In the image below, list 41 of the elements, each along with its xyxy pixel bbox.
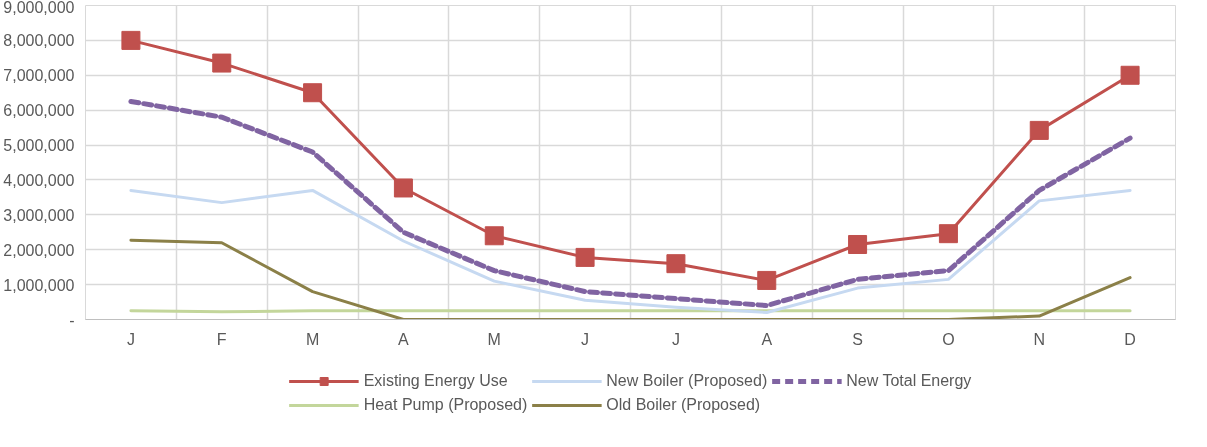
x-tick-label: F <box>216 330 227 348</box>
point <box>393 178 413 198</box>
legend-label: New Total Energy <box>846 371 972 390</box>
y-tick-label: - <box>69 311 75 329</box>
x-tick-label: O <box>942 330 955 348</box>
line-series <box>129 188 1132 315</box>
point <box>1120 65 1140 85</box>
y-tick-label: 8,000,000 <box>3 32 75 50</box>
legend-label: Existing Energy Use <box>363 371 508 390</box>
x-tick-label: M <box>305 330 320 348</box>
point <box>121 30 141 50</box>
point <box>757 270 777 290</box>
point <box>303 83 323 103</box>
legend-label: New Boiler (Proposed) <box>606 371 768 390</box>
legend-label: Old Boiler (Proposed) <box>606 395 761 414</box>
point <box>212 53 232 73</box>
x-tick-label: A <box>398 330 410 348</box>
y-tick-label: 4,000,000 <box>3 171 75 189</box>
y-tick-label: 7,000,000 <box>3 67 75 85</box>
y-tick-label: 1,000,000 <box>3 276 75 294</box>
point <box>848 234 868 254</box>
point <box>575 247 595 267</box>
x-tick-label: D <box>1124 330 1136 348</box>
line-series <box>129 238 1132 320</box>
y-tick-label: 5,000,000 <box>3 137 75 155</box>
legend-label: Heat Pump (Proposed) <box>363 395 528 414</box>
point <box>1029 120 1049 140</box>
x-tick-label: J <box>671 330 680 348</box>
x-tick-label: S <box>852 330 863 348</box>
x-tick-label: N <box>1033 330 1046 348</box>
x-tick-label: J <box>581 330 590 348</box>
y-tick-label: 6,000,000 <box>3 102 75 120</box>
x-tick-label: J <box>126 330 135 348</box>
point <box>484 226 504 246</box>
point <box>666 254 686 274</box>
y-tick-label: 3,000,000 <box>3 206 75 224</box>
x-tick-label: M <box>487 330 501 348</box>
y-tick-label: 2,000,000 <box>3 241 75 259</box>
point <box>938 224 958 244</box>
y-tick-label: 9,000,000 <box>3 0 75 16</box>
x-tick-label: A <box>761 330 773 348</box>
